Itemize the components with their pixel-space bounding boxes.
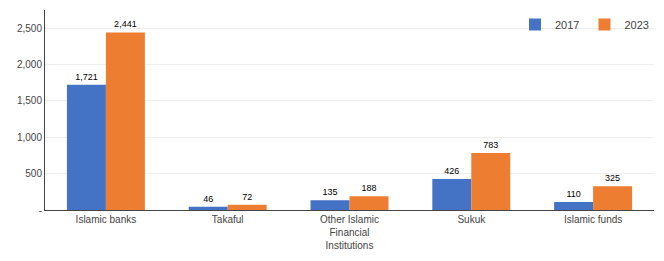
svg-text:188: 188 [361, 183, 376, 193]
svg-text:Other IslamicFinancialInstitut: Other IslamicFinancialInstitutions [320, 214, 379, 251]
svg-text:2017: 2017 [555, 19, 579, 31]
svg-text:500: 500 [25, 168, 42, 179]
svg-text:1,500: 1,500 [17, 95, 42, 106]
svg-text:1,721: 1,721 [75, 72, 98, 82]
svg-text:135: 135 [322, 187, 337, 197]
svg-text:-: - [39, 205, 42, 216]
svg-text:72: 72 [242, 192, 252, 202]
svg-text:46: 46 [203, 194, 213, 204]
svg-text:325: 325 [605, 173, 620, 183]
svg-text:1,000: 1,000 [17, 132, 42, 143]
svg-text:Sukuk: Sukuk [457, 214, 486, 225]
svg-text:Islamic banks: Islamic banks [76, 214, 137, 225]
svg-text:Islamic funds: Islamic funds [564, 214, 622, 225]
svg-text:426: 426 [444, 166, 459, 176]
svg-text:2023: 2023 [624, 19, 648, 31]
svg-text:2,000: 2,000 [17, 59, 42, 70]
svg-text:110: 110 [566, 189, 580, 199]
svg-text:2,500: 2,500 [17, 23, 42, 34]
svg-text:Takaful: Takaful [212, 214, 244, 225]
svg-text:783: 783 [483, 140, 498, 150]
svg-text:2,441: 2,441 [114, 19, 137, 29]
